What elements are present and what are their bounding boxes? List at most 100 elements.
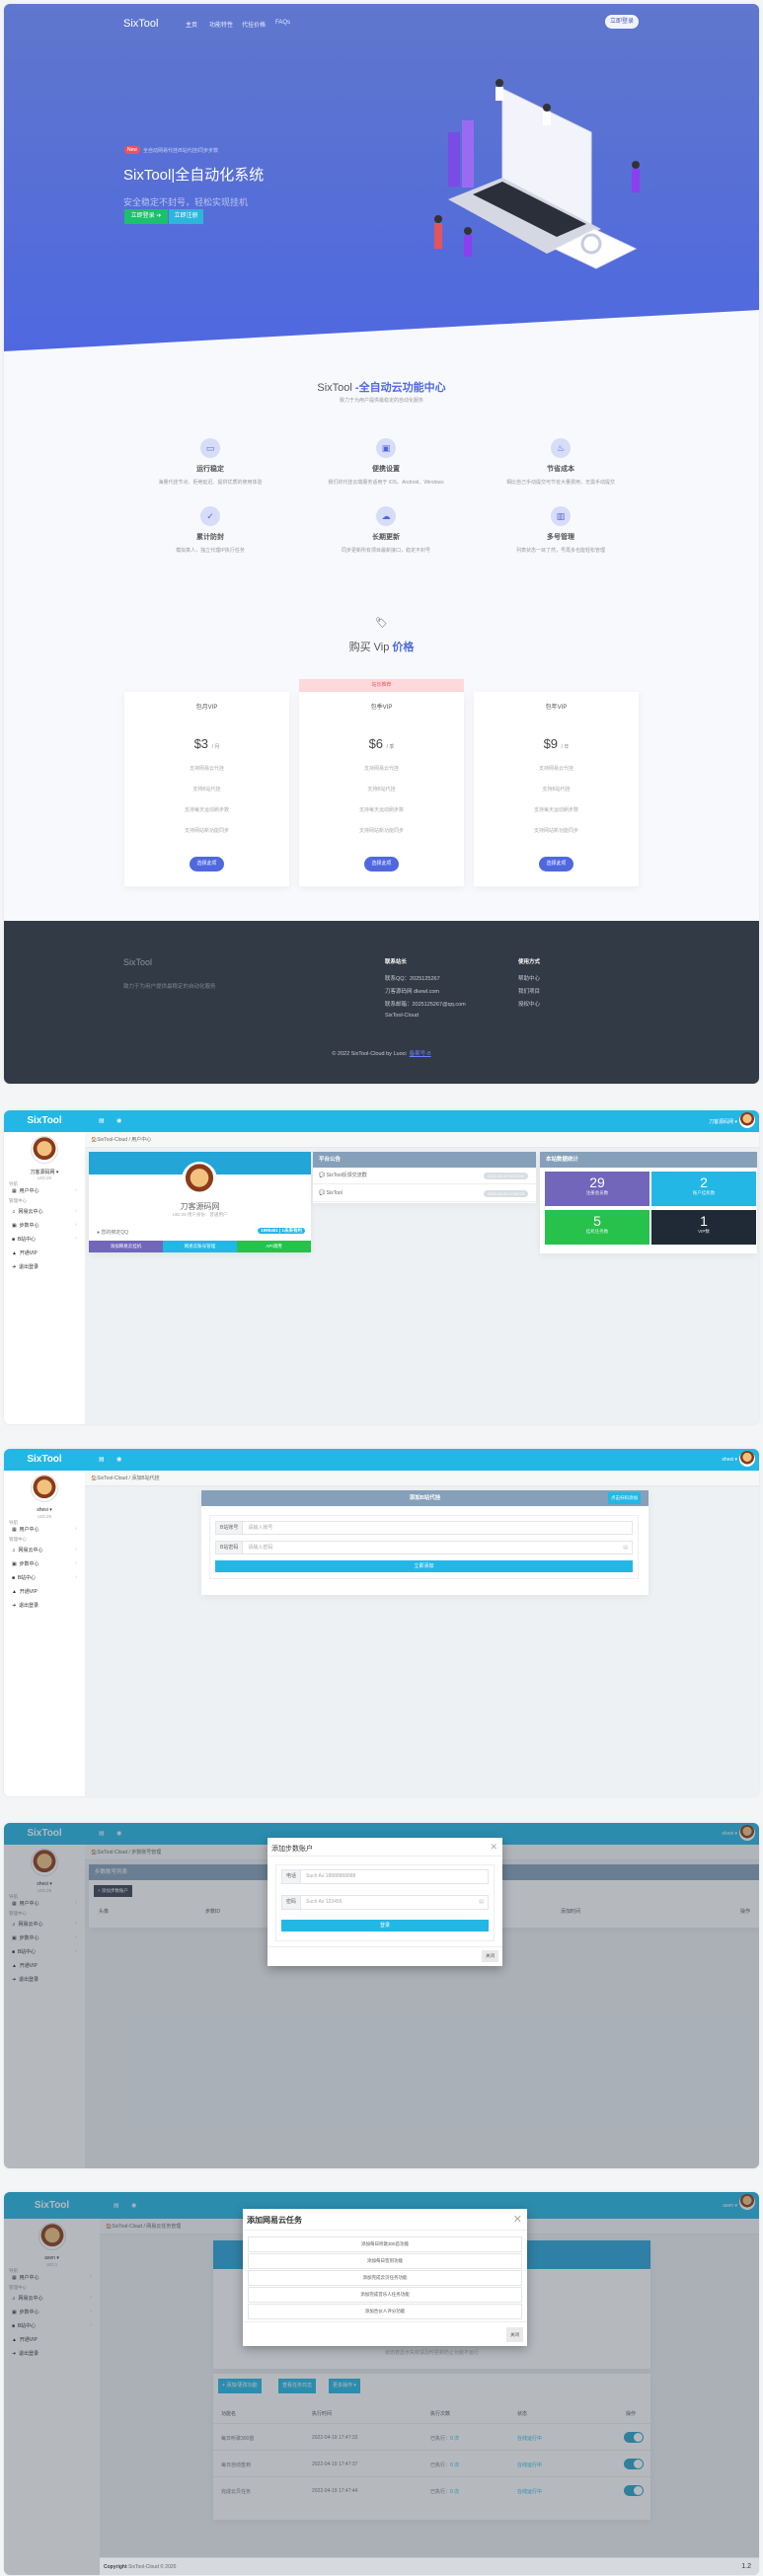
netease-accounts-button[interactable]: 网易云账号管理 bbox=[163, 1241, 237, 1252]
sidebar-item-user_center[interactable]: ▦ 用户中心 › bbox=[12, 1900, 77, 1907]
sidebar-item-vip[interactable]: ▲ 开通VIP bbox=[12, 1250, 38, 1256]
footer-link-projects[interactable]: 我们项目 bbox=[518, 989, 541, 995]
select-plan-button[interactable]: 选择此项 bbox=[190, 857, 224, 871]
sidebar-avatar[interactable] bbox=[31, 1136, 58, 1164]
task-option[interactable]: 添加每日听歌300首功能 bbox=[248, 2236, 522, 2252]
sidebar-item-logout[interactable]: ➜ 退出登录 bbox=[12, 2351, 38, 2357]
announcement-item[interactable]: 💬 SixTool反馈交流群 2022-04-19 18:21:02 bbox=[313, 1168, 536, 1184]
top-user-menu[interactable]: 刀客源码网 ▾ bbox=[709, 1119, 737, 1125]
close-icon[interactable]: ✕ bbox=[490, 1842, 497, 1852]
sidebar-item-netease[interactable]: ♫ 网易云中心 › bbox=[12, 2295, 92, 2302]
steps-login-button[interactable]: 登录 bbox=[281, 1920, 489, 1932]
add-steps-account-button[interactable]: + 添加步数账户 bbox=[94, 1885, 132, 1897]
nav-link-faqs[interactable]: FAQs bbox=[275, 20, 291, 26]
sidebar-item-steps[interactable]: ▣ 步数中心 › bbox=[12, 1222, 77, 1229]
sidebar-item-logout[interactable]: ➜ 退出登录 bbox=[12, 1264, 38, 1270]
sidebar-item-netease[interactable]: ♫ 网易云中心 › bbox=[12, 1208, 77, 1215]
sidebar-username[interactable]: shesi ▾ bbox=[37, 1507, 52, 1513]
app-logo[interactable]: SixTool bbox=[27, 1454, 62, 1465]
top-user-menu[interactable]: shesi ▾ bbox=[722, 1457, 737, 1463]
nav-login-button[interactable]: 立即登录 bbox=[605, 15, 639, 29]
phone-input[interactable]: 电话 Such As 18888888888 bbox=[281, 1869, 489, 1884]
announcement-item[interactable]: 💬 SixTool 2022-04-19 17:50:23 bbox=[313, 1185, 536, 1202]
hero-register-button[interactable]: 立即注册 bbox=[169, 209, 203, 224]
app-logo[interactable]: SixTool bbox=[27, 1115, 62, 1126]
add-task-button[interactable]: + 添加/更改功能 bbox=[218, 2379, 262, 2393]
select-plan-button[interactable]: 选择此项 bbox=[364, 857, 399, 871]
sidebar-item-bili[interactable]: ■ B站中心 › bbox=[12, 2322, 92, 2329]
hero-login-button[interactable]: 立即登录 ➜ bbox=[124, 209, 168, 224]
top-avatar[interactable] bbox=[739, 2194, 755, 2210]
nav-link-pricing[interactable]: 代挂价格 bbox=[242, 23, 267, 29]
user-icon[interactable]: ◉ bbox=[116, 1457, 122, 1463]
sidebar-item-user_center[interactable]: ▦ 用户中心 › bbox=[12, 2274, 92, 2281]
task-status[interactable]: 在线运行中 bbox=[517, 2436, 543, 2442]
menu-toggle-icon[interactable]: ▤ bbox=[114, 2202, 119, 2209]
task-option[interactable]: 添加完成云贝任务功能 bbox=[248, 2270, 522, 2286]
top-avatar[interactable] bbox=[739, 1825, 755, 1841]
sidebar-item-bili[interactable]: ■ B站中心 › bbox=[12, 1236, 77, 1243]
sidebar-item-user_center[interactable]: ▦ 用户中心 › bbox=[12, 1526, 77, 1533]
password-input[interactable]: 密码 Such As 123456 ▤ bbox=[281, 1895, 489, 1910]
scan-add-button[interactable]: 点击扫码添加 bbox=[608, 1492, 641, 1504]
sidebar-item-vip[interactable]: ▲ 开通VIP bbox=[12, 2337, 38, 2343]
sidebar-avatar[interactable] bbox=[31, 1475, 58, 1502]
task-option[interactable]: 添加完成音乐人任务功能 bbox=[248, 2287, 522, 2303]
sidebar-item-bili[interactable]: ■ B站中心 › bbox=[12, 1948, 77, 1955]
add-netease-button[interactable]: 添加网易云挂机 bbox=[89, 1241, 163, 1252]
sidebar-item-bili[interactable]: ■ B站中心 › bbox=[12, 1574, 77, 1581]
menu-toggle-icon[interactable]: ▤ bbox=[99, 1118, 105, 1124]
sidebar-item-steps[interactable]: ▣ 步数中心 › bbox=[12, 2309, 92, 2315]
sidebar-item-netease[interactable]: ♫ 网易云中心 › bbox=[12, 1547, 77, 1553]
task-option[interactable]: 添加合伙人评分功能 bbox=[248, 2304, 522, 2319]
profile-meta: UID:29 用户身份：普通用户 bbox=[172, 1212, 228, 1217]
task-status[interactable]: 在线运行中 bbox=[517, 2489, 543, 2495]
sidebar-username[interactable]: 刀客源码网 ▾ bbox=[30, 1170, 59, 1175]
task-status[interactable]: 在线运行中 bbox=[517, 2462, 543, 2468]
modal-close-button[interactable]: 关闭 bbox=[506, 2327, 523, 2342]
task-toggle[interactable] bbox=[624, 2485, 644, 2496]
sidebar-item-logout[interactable]: ➜ 退出登录 bbox=[12, 1977, 38, 1983]
sidebar-item-user_center[interactable]: ▦ 用户中心 › bbox=[12, 1187, 77, 1194]
app-logo[interactable]: SixTool bbox=[27, 1828, 62, 1839]
nav-link-home[interactable]: 主页 bbox=[186, 23, 198, 29]
bili-submit-button[interactable]: 立即添加 bbox=[215, 1560, 633, 1572]
nav-link-features[interactable]: 功能特性 bbox=[209, 23, 234, 29]
footer-link-help[interactable]: 帮助中心 bbox=[518, 976, 541, 982]
task-log-button[interactable]: 查看任务日志 bbox=[278, 2379, 317, 2393]
close-icon[interactable]: ✕ bbox=[512, 2214, 522, 2226]
task-toggle[interactable] bbox=[624, 2459, 644, 2469]
top-user-menu[interactable]: shesi ▾ bbox=[722, 1831, 737, 1837]
task-toggle[interactable] bbox=[624, 2432, 644, 2443]
sidebar-item-netease[interactable]: ♫ 网易云中心 › bbox=[12, 1921, 77, 1928]
select-plan-button[interactable]: 选择此项 bbox=[539, 857, 573, 871]
top-user-menu[interactable]: asen ▾ bbox=[723, 2202, 737, 2209]
sidebar-item-vip[interactable]: ▲ 开通VIP bbox=[12, 1963, 38, 1969]
menu-toggle-icon[interactable]: ▤ bbox=[99, 1831, 105, 1837]
menu-toggle-icon[interactable]: ▤ bbox=[99, 1457, 105, 1463]
sidebar-item-steps[interactable]: ▣ 步数中心 › bbox=[12, 1560, 77, 1567]
sidebar-item-vip[interactable]: ▲ 开通VIP bbox=[12, 1589, 38, 1595]
sidebar-username[interactable]: shesi ▾ bbox=[37, 1881, 52, 1887]
task-option[interactable]: 添加每日签到功能 bbox=[248, 2253, 522, 2269]
sidebar-avatar[interactable] bbox=[38, 2223, 66, 2250]
sidebar-item-steps[interactable]: ▣ 步数中心 › bbox=[12, 1934, 77, 1941]
user-icon[interactable]: ◉ bbox=[116, 1831, 122, 1837]
bili-account-input[interactable]: B站账号 请输入账号 bbox=[215, 1521, 633, 1535]
top-avatar[interactable] bbox=[739, 1112, 755, 1128]
more-actions-dropdown[interactable]: 更多操作 ▾ bbox=[329, 2379, 360, 2393]
modal-close-button[interactable]: 关闭 bbox=[482, 1950, 498, 1962]
footer-link-license[interactable]: 授权中心 bbox=[518, 1002, 541, 1008]
nav-logo[interactable]: SixTool bbox=[123, 18, 159, 30]
sidebar-avatar[interactable] bbox=[31, 1849, 58, 1876]
user-icon[interactable]: ◉ bbox=[116, 1118, 122, 1124]
user-icon[interactable]: ◉ bbox=[131, 2202, 137, 2209]
bili-password-input[interactable]: B站密码 请输入密码 ▤ bbox=[215, 1541, 633, 1554]
api-button[interactable]: API调用 bbox=[237, 1241, 311, 1252]
icp-link[interactable]: 备案号-B bbox=[409, 1051, 431, 1057]
sidebar-uid: UID:29 bbox=[37, 1175, 51, 1180]
app-logo[interactable]: SixTool bbox=[34, 2200, 70, 2211]
sidebar-item-logout[interactable]: ➜ 退出登录 bbox=[12, 1603, 38, 1609]
sidebar-username[interactable]: asen ▾ bbox=[44, 2255, 59, 2261]
top-avatar[interactable] bbox=[739, 1451, 755, 1467]
